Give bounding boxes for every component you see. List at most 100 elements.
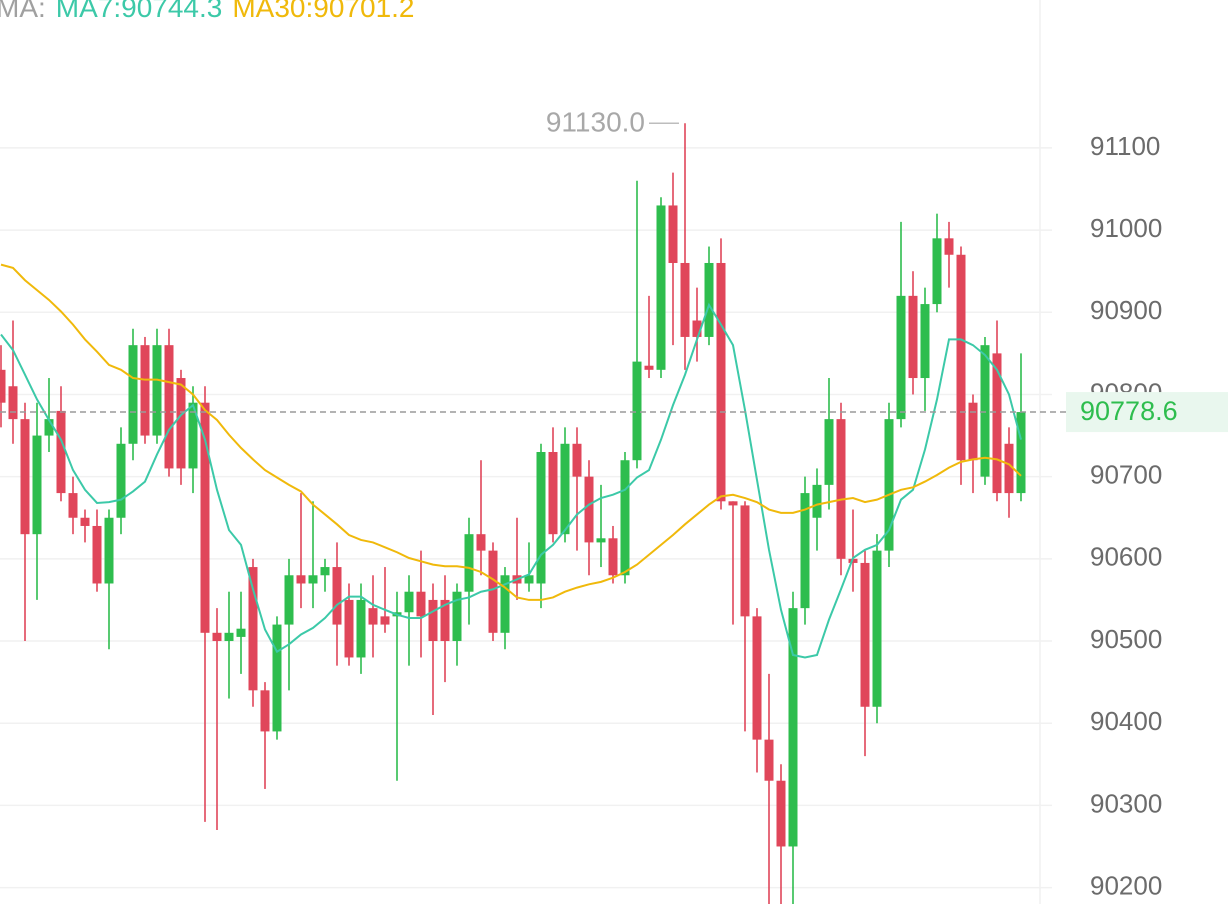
candle-body	[848, 558, 858, 563]
candle-body	[872, 550, 882, 707]
candle-body	[200, 402, 210, 633]
candle-body	[776, 780, 786, 847]
candle-body	[896, 295, 906, 420]
candle-body	[812, 484, 822, 518]
y-tick-label: 90600	[1090, 542, 1162, 572]
candle-body	[188, 402, 198, 469]
candles	[0, 123, 1026, 904]
candle-body	[368, 608, 378, 625]
last-price-label: 90778.6	[1080, 396, 1178, 426]
candle-body	[272, 624, 282, 732]
candle-body	[260, 690, 270, 732]
candle-body	[704, 262, 714, 337]
candle-body	[944, 238, 954, 255]
candle-body	[584, 476, 594, 543]
candle-body	[680, 262, 690, 337]
candle-body	[800, 493, 810, 609]
candle-body	[296, 575, 306, 584]
candle-body	[176, 378, 186, 469]
y-tick-label: 91000	[1090, 213, 1162, 243]
candle-body	[332, 567, 342, 625]
candle-body	[488, 550, 498, 633]
candle-body	[212, 632, 222, 642]
candle-body	[140, 345, 150, 436]
candle-body	[404, 591, 414, 613]
legend: MA: MA7:90744.3 MA30:90701.2	[0, 0, 415, 23]
ma-line	[0, 263, 1022, 601]
candle-body	[956, 254, 966, 461]
candle-body	[1004, 443, 1014, 494]
candle-body	[644, 365, 654, 370]
candle-body	[8, 386, 18, 420]
candle-body	[476, 534, 486, 551]
y-tick-label: 90300	[1090, 788, 1162, 818]
candle-body	[980, 345, 990, 477]
candle-body	[524, 575, 534, 584]
candle-body	[824, 419, 834, 485]
candle-body	[68, 493, 78, 518]
candle-body	[668, 205, 678, 263]
candle-body	[908, 295, 918, 379]
y-tick-label: 90900	[1090, 295, 1162, 325]
candle-body	[836, 419, 846, 559]
candle-body	[344, 599, 354, 658]
candle-body	[80, 517, 90, 526]
candle-body	[320, 567, 330, 576]
candle-body	[224, 632, 234, 642]
legend-entry: MA30:90701.2	[232, 0, 414, 23]
candle-body	[56, 410, 66, 494]
candle-body	[620, 460, 630, 576]
candle-body	[452, 591, 462, 642]
candle-body	[596, 538, 606, 543]
candle-body	[932, 238, 942, 305]
candle-body	[968, 402, 978, 461]
candle-body	[464, 534, 474, 592]
candle-body	[692, 320, 702, 337]
candle-body	[764, 739, 774, 781]
candle-body	[0, 369, 6, 403]
candle-body	[308, 575, 318, 584]
candle-body	[356, 599, 366, 658]
grid	[0, 147, 1052, 889]
candle-body	[1016, 412, 1026, 494]
candle-body	[20, 419, 30, 535]
y-tick-label: 91100	[1090, 131, 1160, 161]
candle-body	[608, 538, 618, 576]
candle-body	[284, 575, 294, 625]
ma-line	[0, 302, 1022, 659]
candle-body	[428, 599, 438, 642]
candle-body	[920, 304, 930, 379]
candle-body	[536, 452, 546, 584]
candle-body	[248, 567, 258, 691]
y-tick-label: 90400	[1090, 706, 1162, 736]
candle-body	[788, 608, 798, 847]
candle-body	[656, 205, 666, 370]
candle-body	[440, 599, 450, 642]
candle-body	[416, 591, 426, 617]
candle-body	[740, 505, 750, 617]
candle-body	[728, 501, 738, 506]
y-tick-label: 90700	[1090, 460, 1162, 490]
candle-body	[992, 353, 1002, 494]
candle-body	[860, 562, 870, 707]
high-marker-label: 91130.0	[546, 107, 645, 138]
legend-title: MA:	[0, 0, 46, 23]
candle-body	[32, 435, 42, 535]
candle-body	[380, 616, 390, 625]
candle-body	[500, 575, 510, 633]
legend-entry: MA7:90744.3	[56, 0, 223, 23]
candle-body	[632, 361, 642, 461]
y-tick-label: 90200	[1090, 870, 1162, 900]
candle-body	[752, 616, 762, 740]
y-tick-label: 90500	[1090, 624, 1162, 654]
candle-body	[716, 262, 726, 502]
candle-body	[236, 628, 246, 637]
candle-body	[884, 419, 894, 551]
candle-body	[92, 525, 102, 584]
candle-body	[116, 443, 126, 518]
candle-body	[104, 517, 114, 584]
last-price-box	[1066, 392, 1228, 433]
candle-body	[44, 419, 54, 436]
